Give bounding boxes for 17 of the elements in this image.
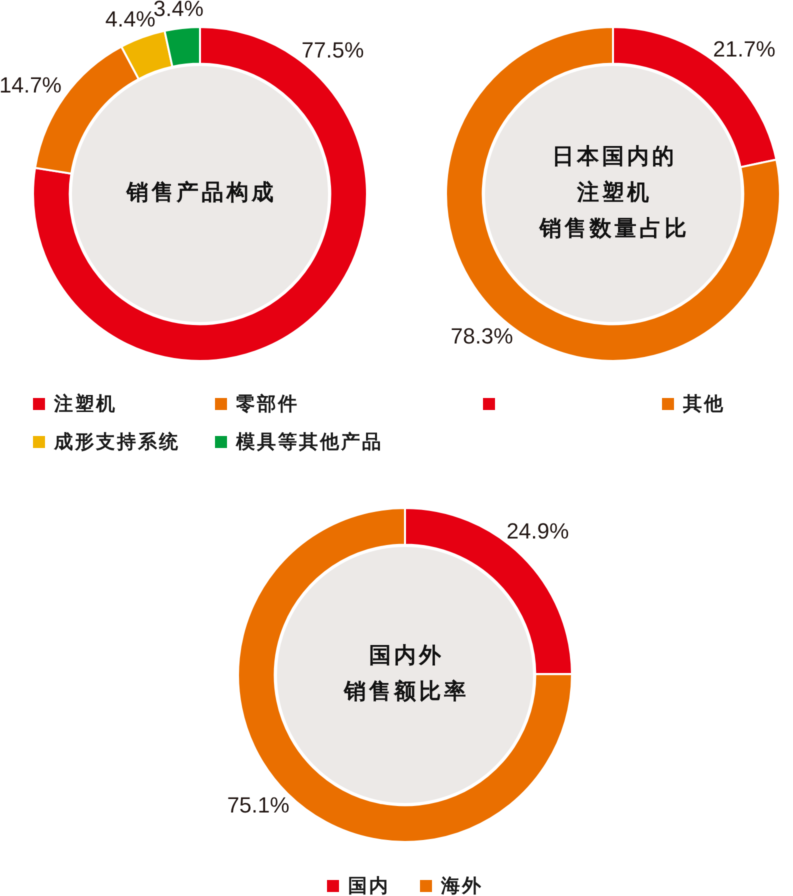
data-label: 77.5%: [302, 38, 364, 63]
data-label: 21.7%: [712, 36, 776, 62]
legend-label: 零部件: [236, 392, 299, 414]
data-label: 78.3%: [450, 324, 514, 349]
data-label: 14.7%: [0, 72, 62, 98]
text: 日本国内的注塑机销售数量占比: [538, 144, 690, 242]
data-label: 4.4%: [105, 6, 156, 32]
legend-label: 成形支持系统: [54, 430, 180, 452]
legend-label: 海外: [441, 874, 483, 896]
legend-label: 国内: [348, 874, 390, 896]
text: 销售产品构成: [126, 180, 276, 206]
text: 国内外销售额比率: [343, 644, 469, 705]
data-label: 24.9%: [506, 518, 569, 544]
legend-label: 其他: [683, 392, 725, 414]
legend-label: 注塑机: [54, 392, 117, 414]
legend-label: 模具等其他产品: [236, 430, 383, 452]
data-label: 75.1%: [227, 792, 290, 818]
